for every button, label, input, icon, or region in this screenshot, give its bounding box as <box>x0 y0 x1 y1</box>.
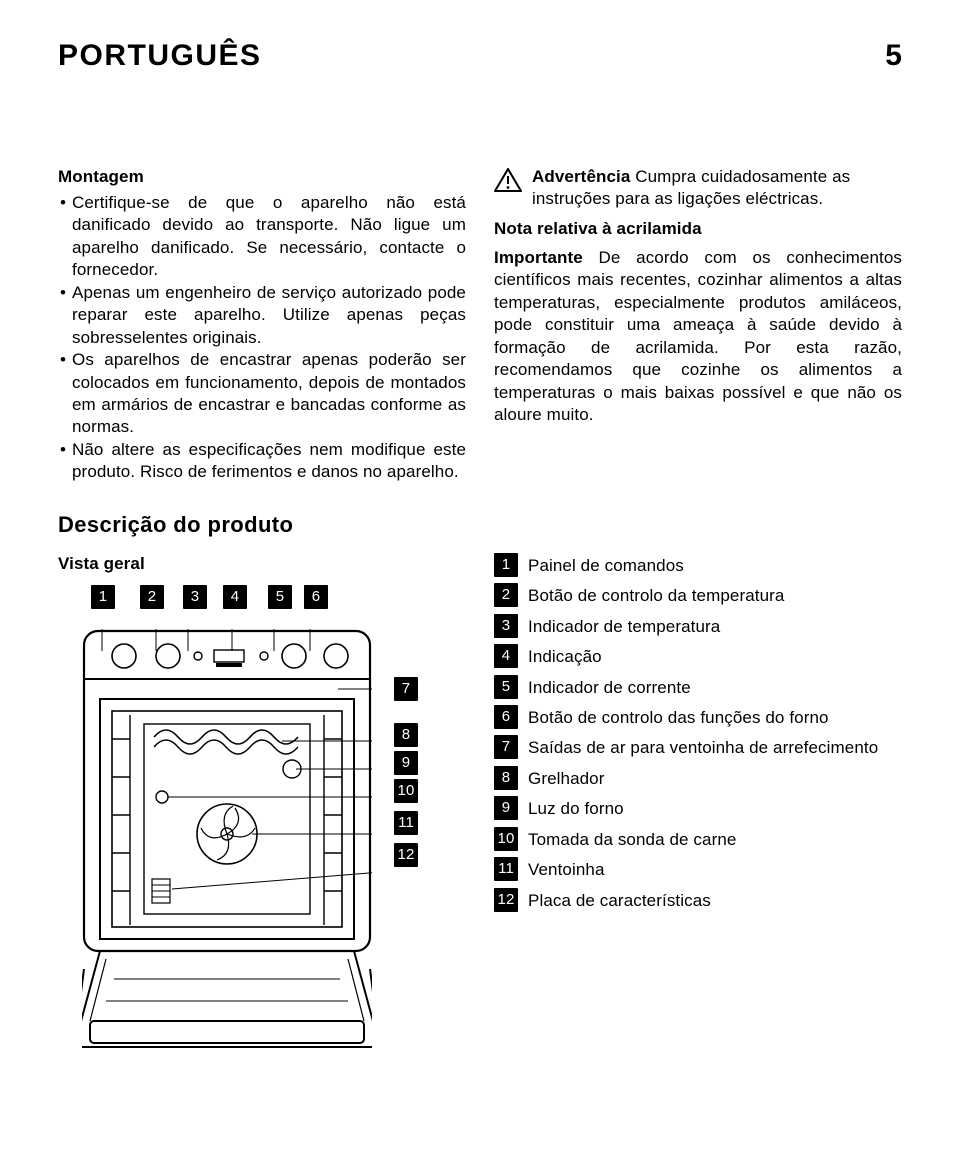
callout-top: 2 <box>140 585 164 609</box>
descricao-heading: Descrição do produto <box>58 510 902 539</box>
legend-label: Botão de controlo das funções do forno <box>528 705 829 729</box>
legend-num: 6 <box>494 705 518 729</box>
legend-num: 3 <box>494 614 518 638</box>
legend-item: 4 Indicação <box>494 644 902 668</box>
callout-side: 12 <box>394 843 418 867</box>
montagem-item: Os aparelhos de encastrar apenas poderão… <box>58 349 466 439</box>
vista-heading: Vista geral <box>58 553 466 575</box>
legend-item: 7 Saídas de ar para ventoinha de arrefeci… <box>494 735 902 759</box>
legend-num: 12 <box>494 888 518 912</box>
legend-column: 1 Painel de comandos 2 Botão de controlo d… <box>494 553 902 1085</box>
advertencia-column: Advertência Cumpra cuidadosamente as ins… <box>494 166 902 484</box>
legend-num: 7 <box>494 735 518 759</box>
callout-top: 4 <box>223 585 247 609</box>
legend-num: 8 <box>494 766 518 790</box>
legend-num: 9 <box>494 796 518 820</box>
legend-item: 11 Ventoinha <box>494 857 902 881</box>
legend-label: Painel de comandos <box>528 553 684 577</box>
legend-item: 6 Botão de controlo das funções do forno <box>494 705 902 729</box>
legend-label: Grelhador <box>528 766 605 790</box>
warning-label: Advertência <box>532 167 630 186</box>
legend-item: 3 Indicador de temperatura <box>494 614 902 638</box>
callout-side: 9 <box>394 751 418 775</box>
callout-top: 6 <box>304 585 328 609</box>
legend-label: Placa de características <box>528 888 711 912</box>
legend-num: 11 <box>494 857 518 881</box>
legend-label: Botão de controlo da temperatura <box>528 583 784 607</box>
callout-top: 5 <box>268 585 292 609</box>
legend-item: 9 Luz do forno <box>494 796 902 820</box>
callout-side: 8 <box>394 723 418 747</box>
descricao-section: Descrição do produto <box>58 510 902 539</box>
oven-diagram: 1 2 3 4 5 6 <box>58 585 458 1085</box>
montagem-item: Não altere as especificações nem modifiq… <box>58 439 466 484</box>
legend-item: 1 Painel de comandos <box>494 553 902 577</box>
bottom-section: Vista geral 1 2 3 4 5 6 <box>58 553 902 1085</box>
top-callouts: 1 2 3 4 5 6 <box>82 585 332 609</box>
page-header: PORTUGUÊS 5 <box>58 36 902 76</box>
legend-label: Luz do forno <box>528 796 624 820</box>
callout-side: 11 <box>394 811 418 835</box>
side-callouts: 7 8 9 10 11 12 <box>394 677 418 874</box>
top-section: Montagem Certifique-se de que o aparelho… <box>58 166 902 484</box>
legend-label: Indicador de corrente <box>528 675 691 699</box>
montagem-item: Certifique-se de que o aparelho não está… <box>58 192 466 282</box>
montagem-column: Montagem Certifique-se de que o aparelho… <box>58 166 466 484</box>
warning-icon <box>494 168 522 192</box>
legend-label: Indicação <box>528 644 602 668</box>
montagem-list: Certifique-se de que o aparelho não está… <box>58 192 466 484</box>
montagem-item: Apenas um engenheiro de serviço autoriza… <box>58 282 466 349</box>
page-number: 5 <box>885 36 902 76</box>
importante-paragraph: Importante De acordo com os conhecimento… <box>494 247 902 427</box>
legend-list: 1 Painel de comandos 2 Botão de controlo d… <box>494 553 902 912</box>
legend-label: Indicador de temperatura <box>528 614 720 638</box>
legend-item: 5 Indicador de corrente <box>494 675 902 699</box>
legend-num: 5 <box>494 675 518 699</box>
callout-top: 3 <box>183 585 207 609</box>
warning-text: Advertência Cumpra cuidadosamente as ins… <box>532 166 902 211</box>
nota-heading: Nota relativa à acrilamida <box>494 218 902 240</box>
oven-svg <box>82 629 372 1059</box>
legend-label: Ventoinha <box>528 857 605 881</box>
legend-item: 8 Grelhador <box>494 766 902 790</box>
legend-label: Saídas de ar para ventoinha de arrefecim… <box>528 735 878 759</box>
legend-num: 1 <box>494 553 518 577</box>
legend-num: 4 <box>494 644 518 668</box>
legend-item: 10 Tomada da sonda de carne <box>494 827 902 851</box>
legend-label: Tomada da sonda de carne <box>528 827 736 851</box>
legend-item: 12 Placa de características <box>494 888 902 912</box>
legend-item: 2 Botão de controlo da temperatura <box>494 583 902 607</box>
legend-num: 10 <box>494 827 518 851</box>
callout-side: 7 <box>394 677 418 701</box>
montagem-heading: Montagem <box>58 166 466 188</box>
page-title: PORTUGUÊS <box>58 36 262 76</box>
callout-top: 1 <box>91 585 115 609</box>
legend-num: 2 <box>494 583 518 607</box>
diagram-column: Vista geral 1 2 3 4 5 6 <box>58 553 466 1085</box>
callout-side: 10 <box>394 779 418 803</box>
importante-body: De acordo com os conhecimentos científic… <box>494 248 902 424</box>
warning-block: Advertência Cumpra cuidadosamente as ins… <box>494 166 902 211</box>
importante-label: Importante <box>494 248 583 267</box>
